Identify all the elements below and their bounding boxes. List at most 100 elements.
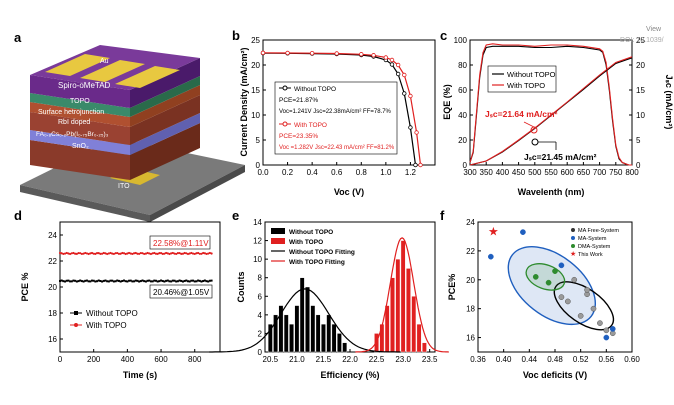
e-bar-0-7 xyxy=(305,286,310,353)
d-point-0-45 xyxy=(134,279,137,282)
d-point-1-72 xyxy=(180,252,183,255)
b-point-1-10 xyxy=(408,93,413,99)
d-point-0-0 xyxy=(59,280,61,283)
d-point-1-46 xyxy=(136,252,139,255)
panel-f-xlabel: Voc deficits (V) xyxy=(523,370,587,380)
d-point-0-78 xyxy=(190,279,193,282)
e-bar-0-14 xyxy=(342,342,348,353)
d-point-0-66 xyxy=(170,280,173,283)
d-point-0-1 xyxy=(60,279,63,282)
c-ytick-label-2: 40 xyxy=(458,111,467,120)
legend-e-swatch-with xyxy=(271,238,285,244)
d-point-0-35 xyxy=(117,279,120,282)
d-point-1-17 xyxy=(87,252,90,256)
e-bar-1-2 xyxy=(384,305,390,353)
c-xtick-label-4: 500 xyxy=(528,168,542,177)
panel-b-ylabel: Current Density (mA/cm²) xyxy=(239,47,249,156)
d-point-1-41 xyxy=(127,251,131,255)
d-point-0-73 xyxy=(181,280,184,283)
layer-label-heterojunction: Surface hetrojunction xyxy=(38,109,104,116)
d-point-0-80 xyxy=(193,280,196,283)
e-bar-0-2 xyxy=(278,305,284,353)
panel-a-label: a xyxy=(14,30,22,45)
d-point-0-31 xyxy=(111,279,114,282)
legend-f-thiswork: This Work xyxy=(578,252,603,258)
panel-b-xlabel: Voc (V) xyxy=(334,187,364,197)
b-ytick-label-3: 15 xyxy=(251,86,260,95)
watermark-view: View xyxy=(646,26,662,33)
f-point-2-1 xyxy=(545,279,552,286)
legend-e-with: With TOPO xyxy=(289,239,323,246)
annot-d-red: 22.58%@1.11V xyxy=(153,239,209,248)
c-xtick-label-7: 650 xyxy=(577,168,591,177)
d-point-0-54 xyxy=(149,280,152,283)
e-bar-0-12 xyxy=(331,323,337,353)
b-point-1-8 xyxy=(395,62,401,68)
c-xtick-label-2: 400 xyxy=(496,168,510,177)
rbi-side xyxy=(130,95,200,145)
d-point-0-47 xyxy=(138,280,141,283)
c-line-1 xyxy=(469,43,632,166)
panel-c-xlabel: Wavelenth (nm) xyxy=(518,187,585,197)
d-point-1-48 xyxy=(139,251,142,255)
d-point-0-11 xyxy=(77,280,80,283)
panel-b: b 0.0 0.2 0.4 0.6 0.8 1.0 1.2 0 5 10 15 20 25 Voc (V… xyxy=(232,28,436,197)
d-point-0-14 xyxy=(82,280,85,283)
d-point-1-27 xyxy=(104,252,107,255)
c-xtick-label-0: 300 xyxy=(463,168,477,177)
c-xtick-label-9: 750 xyxy=(609,168,623,177)
legend-e-without: Without TOPO xyxy=(289,229,333,236)
f-point-0-8 xyxy=(571,276,578,283)
d-point-1-10 xyxy=(75,252,78,255)
f-ytick-label-2: 20 xyxy=(466,276,475,285)
d-point-0-4 xyxy=(65,279,68,282)
spiro-side xyxy=(130,58,200,108)
d-point-0-60 xyxy=(160,279,163,282)
d-point-1-63 xyxy=(165,251,168,255)
e-xtick-label-0: 20.5 xyxy=(263,355,279,364)
d-point-1-24 xyxy=(99,252,102,255)
c-ytick-label-1: 20 xyxy=(458,136,467,145)
d-point-1-57 xyxy=(154,252,158,255)
e-bar-0-3 xyxy=(283,314,289,353)
e-bar-0-5 xyxy=(294,305,300,353)
e-bar-0-10 xyxy=(321,323,326,353)
d-point-0-7 xyxy=(70,280,73,283)
c-y2tick-label-4: 20 xyxy=(636,61,645,70)
d-point-1-26 xyxy=(102,251,105,255)
panel-e-legend: Without TOPO With TOPO Without TOPO Fitt… xyxy=(271,228,355,266)
layer-label-spiro: Spiro-oMeTAD xyxy=(58,81,111,90)
d-point-1-3 xyxy=(63,252,67,255)
d-point-1-44 xyxy=(133,252,136,255)
d-point-0-69 xyxy=(175,280,178,283)
d-point-1-65 xyxy=(168,252,171,256)
b-point-1-2 xyxy=(309,51,315,56)
d-point-0-42 xyxy=(129,279,132,282)
d-point-1-81 xyxy=(195,252,198,255)
d-point-1-29 xyxy=(107,252,110,255)
b-point-1-9 xyxy=(402,72,407,78)
d-point-1-87 xyxy=(205,252,208,256)
d-point-0-23 xyxy=(97,279,100,282)
perovskite-front xyxy=(30,140,130,180)
d-point-1-2 xyxy=(62,252,65,256)
e-bar-0-13 xyxy=(336,333,342,353)
d-point-0-82 xyxy=(197,279,200,282)
f-xtick-label-5: 0.56 xyxy=(599,355,615,364)
d-point-1-51 xyxy=(144,252,147,255)
b-point-1-5 xyxy=(371,53,376,58)
e-bar-0-4 xyxy=(289,323,294,353)
f-point-0-4 xyxy=(597,320,603,326)
d-ytick-label-0: 16 xyxy=(48,335,57,344)
d-point-0-39 xyxy=(124,280,127,283)
e-bar-0-1 xyxy=(273,314,279,353)
annot-d-red-box xyxy=(149,235,211,250)
d-point-1-67 xyxy=(171,251,174,255)
b-point-1-12 xyxy=(418,162,423,168)
d-point-1-11 xyxy=(77,251,80,255)
panel-e: e 20.5 21.0 21.5 22.0 22.5 23.0 23.5 0 2 4 6 8 10 12 1… xyxy=(209,208,449,380)
d-point-1-68 xyxy=(173,252,176,255)
f-point-0-5 xyxy=(603,327,610,334)
b-point-1-11 xyxy=(414,130,419,135)
d-point-0-5 xyxy=(67,279,70,282)
